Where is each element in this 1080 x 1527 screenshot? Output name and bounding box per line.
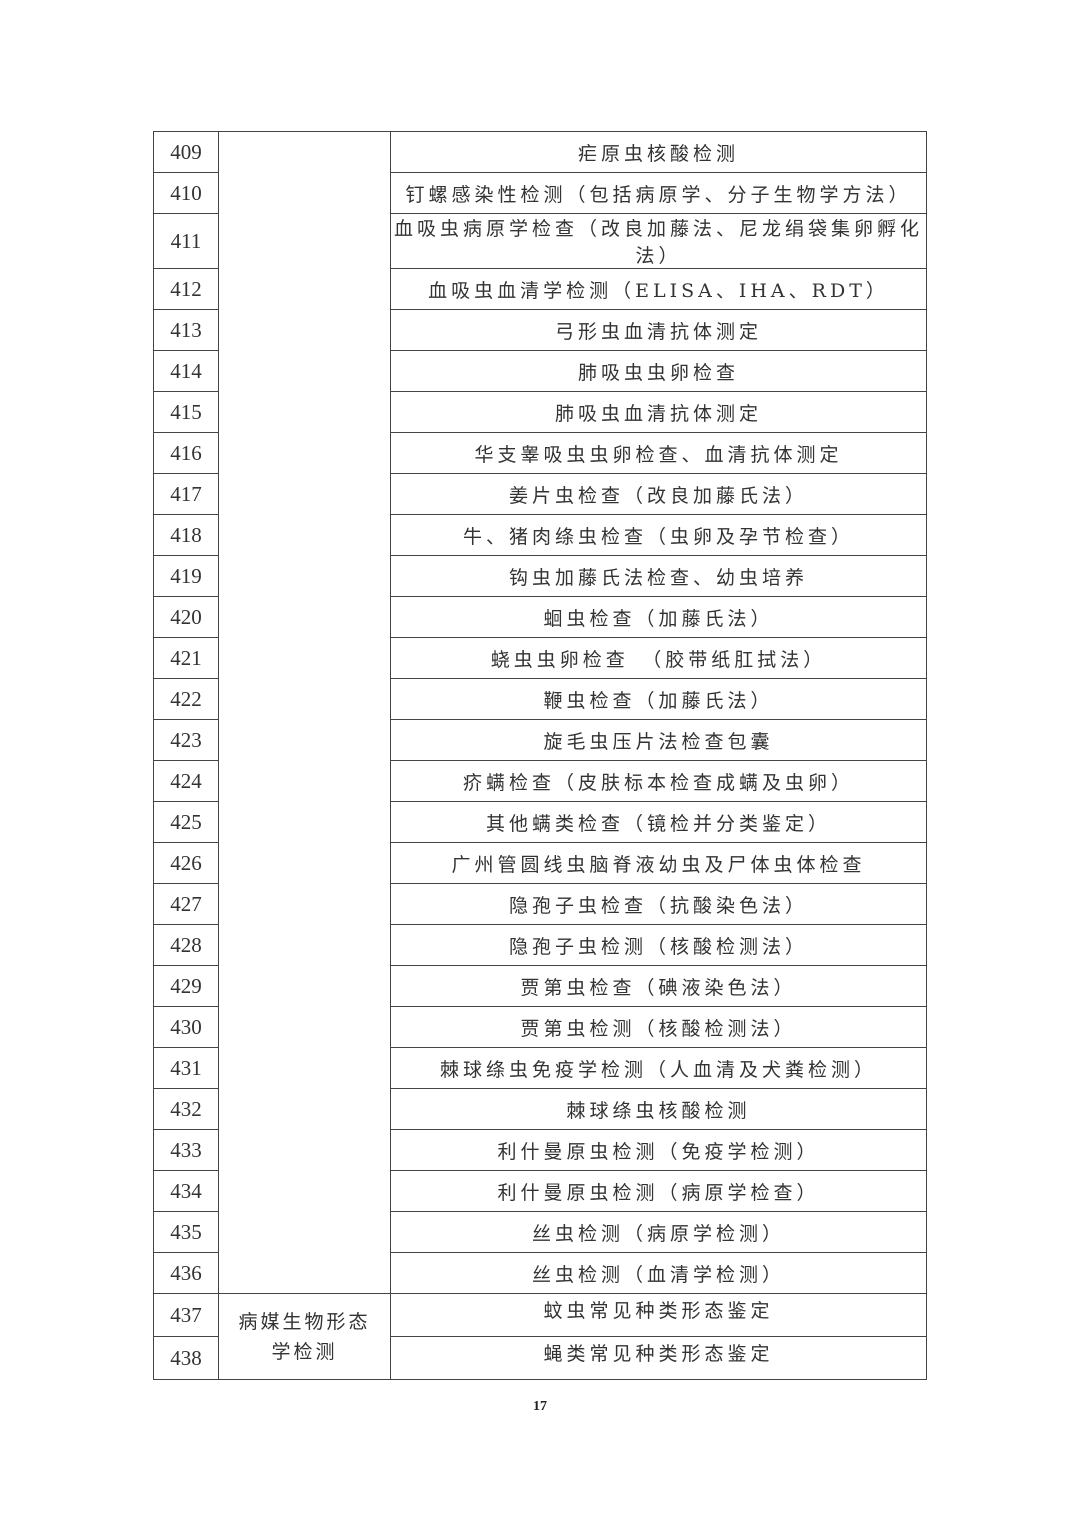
test-item: 蛲虫虫卵检查 （胶带纸肛拭法） [390,637,927,679]
row-number: 427 [153,883,219,925]
table-row: 438 蝇类常见种类形态鉴定 [153,1336,927,1380]
test-item: 其他螨类检查（镜检并分类鉴定） [390,801,927,843]
row-number: 414 [153,350,219,392]
row-number: 423 [153,719,219,761]
row-number: 431 [153,1047,219,1089]
test-item: 肺吸虫血清抗体测定 [390,391,927,433]
table-row: 410 钉螺感染性检测（包括病原学、分子生物学方法） [153,172,927,214]
test-item: 利什曼原虫检测（免疫学检测） [390,1129,927,1171]
table-row: 437 病媒生物形态学检测 蚊虫常见种类形态鉴定 [153,1293,927,1380]
test-item: 贾第虫检查（碘液染色法） [390,965,927,1007]
row-number: 424 [153,760,219,802]
row-number: 432 [153,1088,219,1130]
test-item: 丝虫检测（病原学检测） [390,1211,927,1253]
test-item: 旋毛虫压片法检查包囊 [390,719,927,761]
table-row: 425 其他螨类检查（镜检并分类鉴定） [153,801,927,843]
row-number: 410 [153,172,219,214]
row-number: 428 [153,924,219,966]
row-number: 413 [153,309,219,351]
table-row: 418 牛、猪肉绦虫检查（虫卵及孕节检查） [153,514,927,556]
table-row: 416 华支睾吸虫虫卵检查、血清抗体测定 [153,432,927,474]
test-item: 血吸虫血清学检测（ELISA、IHA、RDT） [390,268,927,310]
table-row: 436 丝虫检测（血清学检测） [153,1252,927,1294]
row-number: 438 [153,1336,219,1380]
table-row: 420 蛔虫检查（加藤氏法） [153,596,927,638]
table-row: 422 鞭虫检查（加藤氏法） [153,678,927,720]
row-number: 437 [153,1293,219,1337]
test-item: 利什曼原虫检测（病原学检查） [390,1170,927,1212]
test-item: 棘球绦虫核酸检测 [390,1088,927,1130]
row-number: 409 [153,131,219,173]
test-item: 蚊虫常见种类形态鉴定 [390,1293,927,1337]
table-row: 433 利什曼原虫检测（免疫学检测） [153,1129,927,1171]
table-row: 423 旋毛虫压片法检查包囊 [153,719,927,761]
test-item: 弓形虫血清抗体测定 [390,309,927,351]
row-number: 416 [153,432,219,474]
row-number: 422 [153,678,219,720]
row-number: 430 [153,1006,219,1048]
test-item: 姜片虫检查（改良加藤氏法） [390,473,927,515]
test-item: 疥螨检查（皮肤标本检查成螨及虫卵） [390,760,927,802]
table-row: 426 广州管圆线虫脑脊液幼虫及尸体虫体检查 [153,842,927,884]
test-item: 钉螺感染性检测（包括病原学、分子生物学方法） [390,172,927,214]
test-item: 华支睾吸虫虫卵检查、血清抗体测定 [390,432,927,474]
test-items-table: 409 疟原虫核酸检测 410 钉螺感染性检测（包括病原学、分子生物学方法） 411 血吸… [153,131,927,1380]
test-item: 广州管圆线虫脑脊液幼虫及尸体虫体检查 [390,842,927,884]
table-row: 432 棘球绦虫核酸检测 [153,1088,927,1130]
row-number: 415 [153,391,219,433]
row-number: 425 [153,801,219,843]
test-item: 肺吸虫虫卵检查 [390,350,927,392]
table-row: 412 血吸虫血清学检测（ELISA、IHA、RDT） [153,268,927,310]
test-item: 隐孢子虫检查（抗酸染色法） [390,883,927,925]
table-row: 434 利什曼原虫检测（病原学检查） [153,1170,927,1212]
row-number: 421 [153,637,219,679]
table-row: 411 血吸虫病原学检查（改良加藤法、尼龙绢袋集卵孵化法） [153,213,927,269]
table-row: 424 疥螨检查（皮肤标本检查成螨及虫卵） [153,760,927,802]
test-item: 钩虫加藤氏法检查、幼虫培养 [390,555,927,597]
row-number: 417 [153,473,219,515]
row-number: 420 [153,596,219,638]
row-number: 418 [153,514,219,556]
row-number: 429 [153,965,219,1007]
row-number: 411 [153,213,219,269]
test-item: 牛、猪肉绦虫检查（虫卵及孕节检查） [390,514,927,556]
row-number: 436 [153,1252,219,1294]
table-row: 421 蛲虫虫卵检查 （胶带纸肛拭法） [153,637,927,679]
test-item: 贾第虫检测（核酸检测法） [390,1006,927,1048]
table-row: 430 贾第虫检测（核酸检测法） [153,1006,927,1048]
test-item: 棘球绦虫免疫学检测（人血清及犬粪检测） [390,1047,927,1089]
row-number: 412 [153,268,219,310]
test-item: 蝇类常见种类形态鉴定 [390,1336,927,1380]
category-cell: 病媒生物形态学检测 [218,1293,391,1380]
test-item: 蛔虫检查（加藤氏法） [390,596,927,638]
row-number: 435 [153,1211,219,1253]
test-item: 血吸虫病原学检查（改良加藤法、尼龙绢袋集卵孵化法） [390,213,927,269]
table-row: 427 隐孢子虫检查（抗酸染色法） [153,883,927,925]
row-number: 434 [153,1170,219,1212]
test-item: 隐孢子虫检测（核酸检测法） [390,924,927,966]
test-item: 鞭虫检查（加藤氏法） [390,678,927,720]
table-row: 414 肺吸虫虫卵检查 [153,350,927,392]
test-item: 疟原虫核酸检测 [390,131,927,173]
table-row: 419 钩虫加藤氏法检查、幼虫培养 [153,555,927,597]
page-number: 17 [533,1399,547,1414]
row-number: 419 [153,555,219,597]
row-number: 433 [153,1129,219,1171]
table-row: 409 疟原虫核酸检测 [153,131,927,1294]
row-number: 426 [153,842,219,884]
table-row: 415 肺吸虫血清抗体测定 [153,391,927,433]
table-row: 429 贾第虫检查（碘液染色法） [153,965,927,1007]
table-row: 413 弓形虫血清抗体测定 [153,309,927,351]
category-cell [218,131,391,1294]
test-item: 丝虫检测（血清学检测） [390,1252,927,1294]
